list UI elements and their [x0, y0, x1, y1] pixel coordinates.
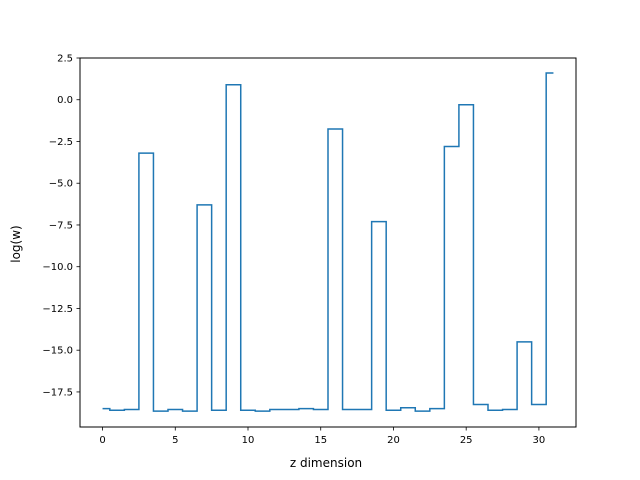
x-tick-label: 5 — [172, 435, 178, 446]
y-tick-label: −7.5 — [49, 220, 73, 231]
y-tick-label: −5.0 — [49, 179, 73, 190]
x-tick-label: 20 — [387, 435, 400, 446]
series-line-0 — [102, 72, 554, 412]
y-axis-ticks: 2.5 0.0 −2.5 −5.0 −7.5 −10.0 −12.5 −15.0 −17.5 — [42, 54, 80, 398]
x-axis-ticks: 0 5 10 15 20 25 30 — [99, 427, 545, 446]
y-tick-label: 2.5 — [57, 54, 73, 65]
y-tick-label: 0.0 — [57, 95, 73, 106]
axes-frame — [79, 57, 577, 428]
x-axis-label: z dimension — [290, 456, 362, 470]
y-tick-label: −15.0 — [42, 346, 73, 357]
y-tick-label: −10.0 — [42, 262, 73, 273]
x-tick-label: 25 — [460, 435, 473, 446]
x-tick-label: 30 — [533, 435, 546, 446]
plot-layer — [102, 72, 554, 412]
y-tick-label: −12.5 — [42, 304, 73, 315]
y-tick-label: −2.5 — [49, 137, 73, 148]
x-tick-label: 0 — [99, 435, 105, 446]
y-tick-label: −17.5 — [42, 387, 73, 398]
y-axis-label: log(w) — [9, 225, 23, 262]
x-tick-label: 15 — [314, 435, 327, 446]
x-tick-label: 10 — [242, 435, 255, 446]
